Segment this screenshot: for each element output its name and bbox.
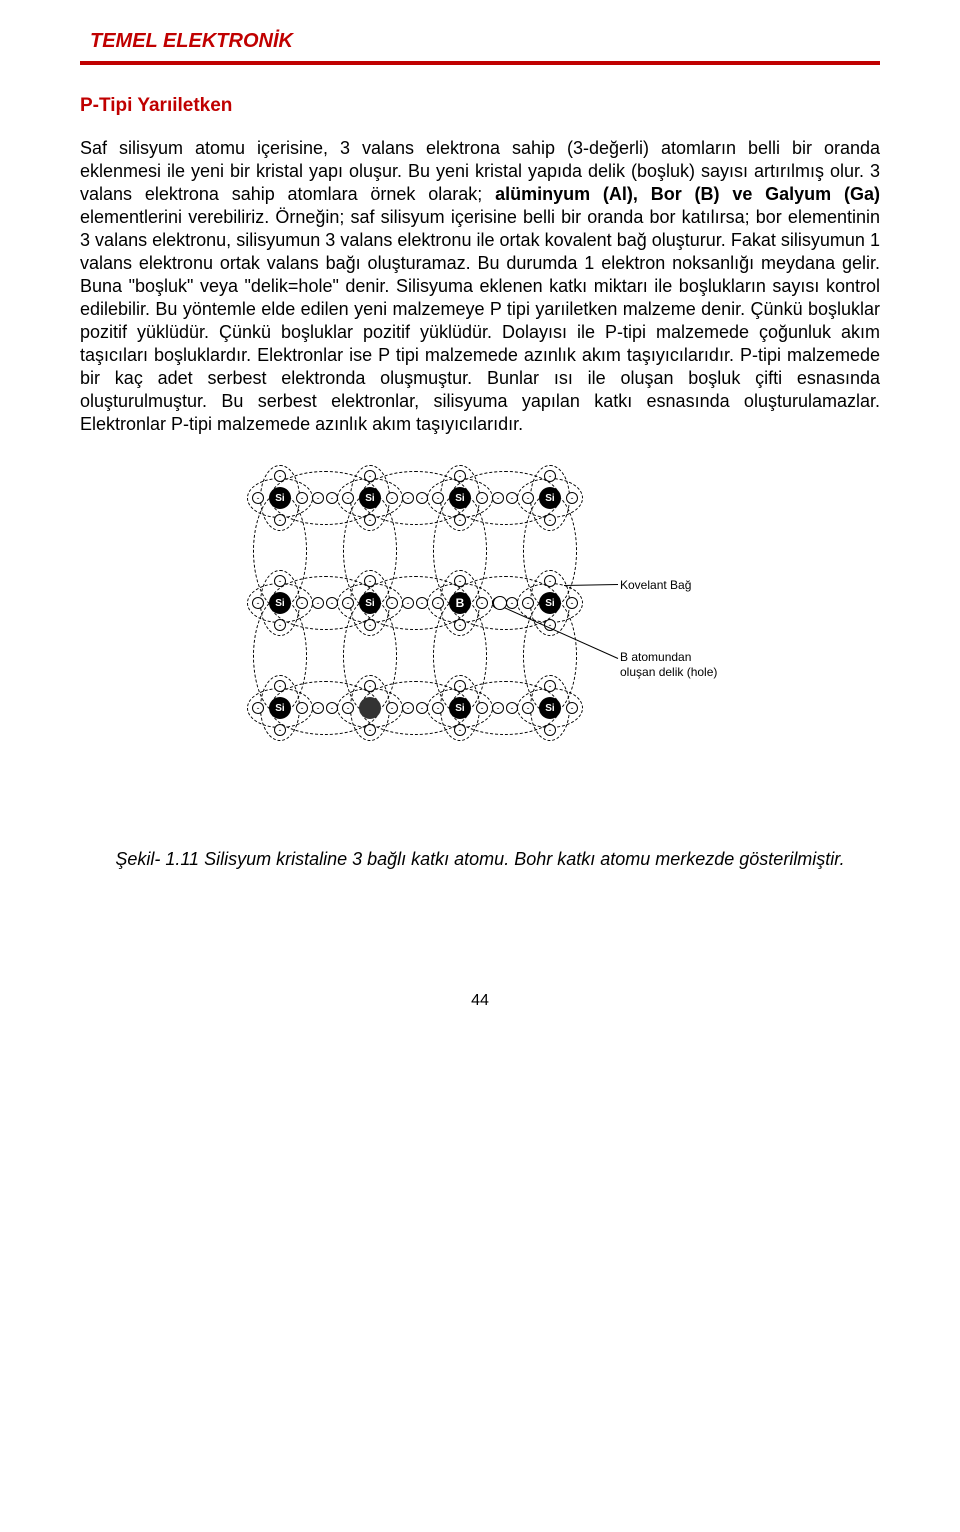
electron: - bbox=[326, 702, 338, 714]
electron: - bbox=[506, 702, 518, 714]
annotation-arrow bbox=[564, 584, 618, 586]
electron: - bbox=[544, 514, 556, 526]
electron: - bbox=[522, 492, 534, 504]
electron: - bbox=[326, 597, 338, 609]
electron: - bbox=[402, 702, 414, 714]
electron: - bbox=[342, 492, 354, 504]
electron: - bbox=[454, 575, 466, 587]
page-header-title: TEMEL ELEKTRONİK bbox=[90, 30, 880, 53]
electron: - bbox=[454, 724, 466, 736]
electron: - bbox=[364, 470, 376, 482]
electron: - bbox=[386, 597, 398, 609]
electron: - bbox=[326, 492, 338, 504]
electron: - bbox=[342, 597, 354, 609]
electron: - bbox=[364, 575, 376, 587]
electron: - bbox=[432, 492, 444, 504]
electron: - bbox=[416, 597, 428, 609]
annotation-hole-line1: B atomundan bbox=[620, 650, 691, 664]
electron: - bbox=[492, 492, 504, 504]
section-heading: P-Tipi Yarıiletken bbox=[80, 95, 880, 117]
electron: - bbox=[296, 702, 308, 714]
atom-silicon: Si bbox=[359, 487, 381, 509]
body-paragraph-1: Saf silisyum atomu içerisine, 3 valans e… bbox=[80, 137, 880, 436]
electron: - bbox=[566, 492, 578, 504]
atom-silicon: Si bbox=[269, 487, 291, 509]
atom-boron: B bbox=[449, 592, 471, 614]
electron: - bbox=[544, 470, 556, 482]
electron: - bbox=[296, 492, 308, 504]
electron: - bbox=[386, 492, 398, 504]
electron: - bbox=[274, 514, 286, 526]
electron: - bbox=[364, 514, 376, 526]
atom-silicon: Si bbox=[539, 592, 561, 614]
electron: - bbox=[566, 702, 578, 714]
electron: - bbox=[476, 492, 488, 504]
text-bold: alüminyum (Al), Bor (B) ve Galyum (Ga) bbox=[495, 184, 880, 204]
electron: - bbox=[454, 680, 466, 692]
electron: - bbox=[364, 724, 376, 736]
electron: - bbox=[252, 492, 264, 504]
electron: - bbox=[566, 597, 578, 609]
electron: - bbox=[416, 492, 428, 504]
electron: - bbox=[522, 597, 534, 609]
electron: - bbox=[296, 597, 308, 609]
lattice-diagram: Kovelant Bağ B atomundan oluşan delik (h… bbox=[220, 458, 740, 808]
figure-caption: Şekil- 1.11 Silisyum kristaline 3 bağlı … bbox=[80, 848, 880, 871]
atom-silicon: Si bbox=[539, 697, 561, 719]
electron: - bbox=[476, 702, 488, 714]
electron: - bbox=[402, 492, 414, 504]
electron: - bbox=[274, 619, 286, 631]
electron: - bbox=[506, 597, 518, 609]
electron: - bbox=[252, 702, 264, 714]
electron: - bbox=[432, 597, 444, 609]
electron: - bbox=[416, 702, 428, 714]
electron: - bbox=[274, 470, 286, 482]
atom-silicon: Si bbox=[269, 592, 291, 614]
electron: - bbox=[312, 597, 324, 609]
electron: - bbox=[544, 680, 556, 692]
electron: - bbox=[342, 702, 354, 714]
page-number: 44 bbox=[80, 992, 880, 1010]
electron: - bbox=[544, 575, 556, 587]
electron: - bbox=[274, 680, 286, 692]
electron: - bbox=[402, 597, 414, 609]
figure-container: Kovelant Bağ B atomundan oluşan delik (h… bbox=[80, 458, 880, 808]
electron: - bbox=[312, 702, 324, 714]
atom-silicon: Si bbox=[269, 697, 291, 719]
electron: - bbox=[454, 514, 466, 526]
electron: - bbox=[312, 492, 324, 504]
electron: - bbox=[544, 724, 556, 736]
atom-silicon bbox=[359, 697, 381, 719]
electron: - bbox=[432, 702, 444, 714]
electron: - bbox=[492, 702, 504, 714]
annotation-covalent-bond: Kovelant Bağ bbox=[620, 578, 691, 592]
electron: - bbox=[506, 492, 518, 504]
electron: - bbox=[274, 724, 286, 736]
text-run: Silisyuma eklenen katkı miktarı ile boşl… bbox=[80, 276, 880, 434]
electron: - bbox=[386, 702, 398, 714]
electron: - bbox=[454, 619, 466, 631]
electron: - bbox=[454, 470, 466, 482]
electron: - bbox=[252, 597, 264, 609]
atom-silicon: Si bbox=[449, 487, 471, 509]
atom-silicon: Si bbox=[449, 697, 471, 719]
annotation-hole: B atomundan oluşan delik (hole) bbox=[620, 650, 717, 679]
electron: - bbox=[522, 702, 534, 714]
electron: - bbox=[274, 575, 286, 587]
electron: - bbox=[364, 619, 376, 631]
electron: - bbox=[364, 680, 376, 692]
electron: - bbox=[476, 597, 488, 609]
atom-silicon: Si bbox=[359, 592, 381, 614]
header-divider bbox=[80, 61, 880, 65]
annotation-hole-line2: oluşan delik (hole) bbox=[620, 665, 717, 679]
atom-silicon: Si bbox=[539, 487, 561, 509]
